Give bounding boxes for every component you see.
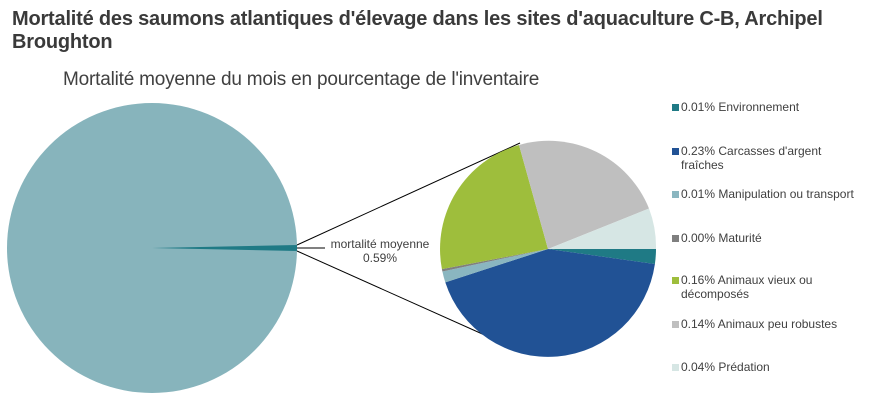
legend-label: 0.00% Maturité <box>681 231 762 245</box>
legend-label: 0.23% Carcasses d'argent fraîches <box>681 144 822 172</box>
slice-animaux-peu-robustes <box>519 140 649 249</box>
slice-predation <box>548 208 657 249</box>
main-pie-mortality-slice <box>152 245 297 251</box>
legend-swatch-icon <box>672 148 679 155</box>
legend-swatch-icon <box>672 321 679 328</box>
connector-line-bottom <box>296 250 499 342</box>
legend-swatch-icon <box>672 364 679 371</box>
connector-label: mortalité moyenne 0.59% <box>328 237 432 265</box>
legend-label: 0.01% Manipulation ou transport <box>681 187 854 201</box>
slice-environnement <box>548 249 656 264</box>
slice-manipulation <box>442 249 548 283</box>
legend-label: 0.14% Animaux peu robustes <box>681 317 838 331</box>
legend-item-animaux-vieux: 0.16% Animaux vieux ou décomposés <box>672 273 881 301</box>
connector-line-top <box>296 142 521 246</box>
legend-item-maturite: 0.00% Maturité <box>672 231 881 245</box>
legend-item-predation: 0.04% Prédation <box>672 360 881 374</box>
connector-label-value: 0.59% <box>362 251 398 265</box>
legend-label: 0.04% Prédation <box>681 360 770 374</box>
legend-swatch-icon <box>672 235 679 242</box>
legend-item-environnement: 0.01% Environnement <box>672 100 881 114</box>
connector-label-text: mortalité moyenne <box>330 237 430 251</box>
legend-swatch-icon <box>672 191 679 198</box>
secondary-pie <box>440 140 657 357</box>
legend-label: 0.16% Animaux vieux ou décomposés <box>681 273 813 301</box>
legend-swatch-icon <box>672 277 679 284</box>
legend-label: 0.01% Environnement <box>681 100 800 114</box>
legend-item-manipulation: 0.01% Manipulation ou transport <box>672 187 881 201</box>
chart-title: Mortalité des saumons atlantiques d'élev… <box>12 8 823 53</box>
slice-animaux-vieux <box>440 145 548 270</box>
chart-subtitle: Mortalité moyenne du mois en pourcentage… <box>63 69 540 90</box>
legend-item-carcasses: 0.23% Carcasses d'argent fraîches <box>672 144 881 172</box>
slice-maturite <box>441 249 548 272</box>
legend-swatch-icon <box>672 104 679 111</box>
legend-item-animaux-peu-robustes: 0.14% Animaux peu robustes <box>672 317 881 331</box>
slice-carcasses <box>445 249 655 357</box>
